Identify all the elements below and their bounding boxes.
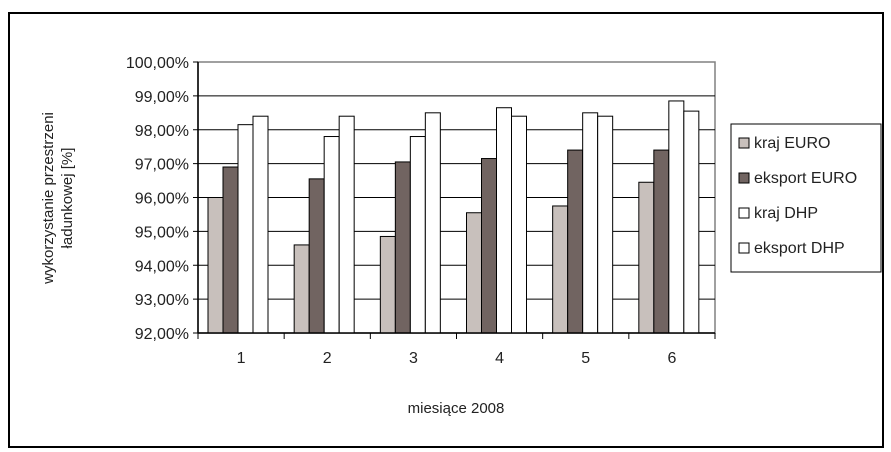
x-tick-label: 6 bbox=[667, 350, 676, 367]
y-axis-title-line-1: wykorzystanie przestrzeni bbox=[40, 112, 57, 285]
y-tick-label: 94,00% bbox=[135, 258, 189, 275]
bar bbox=[308, 178, 325, 334]
bar bbox=[323, 136, 340, 334]
bar bbox=[653, 149, 670, 334]
y-tick-label: 98,00% bbox=[135, 123, 189, 140]
bar bbox=[496, 107, 512, 334]
bar bbox=[638, 181, 655, 334]
bar bbox=[379, 235, 396, 334]
bar bbox=[237, 124, 254, 334]
bar bbox=[597, 115, 614, 334]
y-tick-label: 92,00% bbox=[135, 326, 189, 343]
x-tick-label: 1 bbox=[237, 350, 246, 367]
y-axis-title-line-2: ładunkowej [%] bbox=[59, 148, 76, 249]
legend-box bbox=[730, 123, 882, 273]
legend: kraj EURO eksport EURO kraj DHP eksport DHP bbox=[730, 123, 882, 273]
y-tick-label: 95,00% bbox=[135, 224, 189, 241]
legend-swatch bbox=[738, 242, 750, 254]
x-tick-labels: 1 2 3 4 5 6 bbox=[237, 350, 677, 367]
x-tick-label: 5 bbox=[581, 350, 590, 367]
bar bbox=[683, 110, 700, 334]
legend-label: kraj DHP bbox=[754, 205, 818, 222]
y-tick-label: 99,00% bbox=[135, 89, 189, 106]
x-tick-label: 3 bbox=[409, 350, 418, 367]
bar bbox=[668, 100, 685, 334]
legend-label: eksport EURO bbox=[754, 170, 857, 187]
legend-swatch bbox=[738, 172, 750, 184]
bar bbox=[338, 115, 355, 334]
bar bbox=[424, 112, 441, 334]
x-tick-label: 2 bbox=[323, 350, 332, 367]
bar bbox=[222, 166, 239, 334]
y-tick-label: 97,00% bbox=[135, 157, 189, 174]
bar bbox=[552, 205, 569, 334]
axes bbox=[193, 61, 716, 339]
bar bbox=[481, 158, 497, 334]
bar bbox=[293, 244, 310, 334]
bar bbox=[207, 197, 224, 334]
y-tick-labels: 92,00% 93,00% 94,00% 95,00% 96,00% 97,00% 98,0… bbox=[126, 55, 189, 343]
legend-swatch bbox=[738, 137, 750, 149]
bar bbox=[582, 112, 599, 334]
bar bbox=[567, 149, 584, 334]
legend-label: kraj EURO bbox=[754, 135, 830, 152]
bar bbox=[511, 115, 527, 334]
legend-label: eksport DHP bbox=[754, 240, 845, 257]
gridlines bbox=[198, 95, 715, 300]
bar bbox=[409, 136, 426, 334]
legend-swatch bbox=[738, 207, 750, 219]
x-axis-title: miesiące 2008 bbox=[408, 400, 505, 417]
y-tick-label: 96,00% bbox=[135, 191, 189, 208]
y-tick-label: 93,00% bbox=[135, 292, 189, 309]
bar bbox=[466, 212, 482, 334]
y-tick-label: 100,00% bbox=[126, 55, 189, 72]
bars bbox=[207, 100, 700, 334]
x-tick-label: 4 bbox=[495, 350, 504, 367]
y-axis-title: wykorzystanie przestrzeni ładunkowej [%] bbox=[40, 112, 76, 285]
bar bbox=[394, 161, 411, 334]
bar bbox=[252, 115, 269, 334]
